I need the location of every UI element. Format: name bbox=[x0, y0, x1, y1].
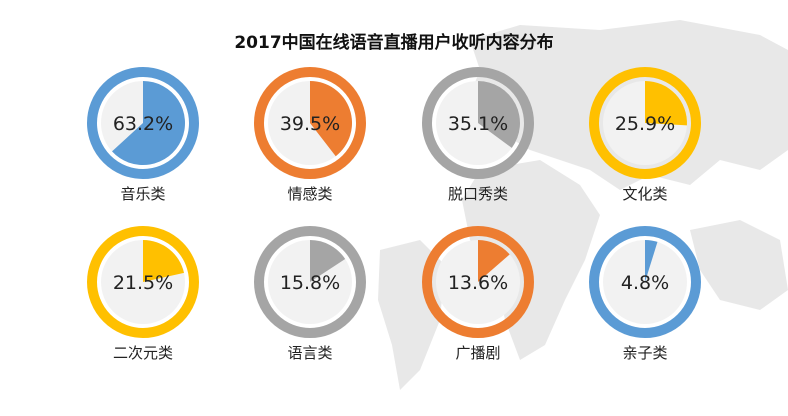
chart-title: 2017中国在线语音直播用户收听内容分布 bbox=[234, 33, 554, 53]
value-wedge bbox=[645, 81, 687, 126]
outer-ring bbox=[87, 226, 199, 338]
category-label: 文化类 bbox=[622, 185, 667, 203]
donut-item-8: 4.8% 亲子类 bbox=[589, 226, 701, 362]
value-label: 13.6% bbox=[448, 272, 508, 294]
value-label: 21.5% bbox=[113, 272, 173, 294]
donut-item-4: 25.9% 文化类 bbox=[589, 67, 701, 203]
donut-item-1: 63.2% 音乐类 bbox=[87, 67, 199, 203]
category-label: 脱口秀类 bbox=[448, 185, 508, 203]
donut-item-5: 21.5% 二次元类 bbox=[87, 226, 199, 362]
outer-ring bbox=[254, 67, 366, 179]
donut-item-7: 13.6% 广播剧 bbox=[422, 226, 534, 362]
value-label: 25.9% bbox=[615, 113, 675, 135]
value-wedge bbox=[112, 81, 185, 166]
category-label: 语言类 bbox=[287, 344, 332, 362]
value-wedge bbox=[310, 81, 353, 157]
category-label: 亲子类 bbox=[622, 344, 667, 362]
value-wedge bbox=[310, 240, 346, 282]
value-wedge bbox=[478, 81, 520, 148]
category-label: 情感类 bbox=[287, 185, 332, 203]
donut-item-3: 35.1% 脱口秀类 bbox=[422, 67, 534, 203]
value-label: 39.5% bbox=[280, 113, 340, 135]
value-label: 15.8% bbox=[280, 272, 340, 294]
category-label: 广播剧 bbox=[455, 344, 500, 362]
value-wedge bbox=[143, 240, 184, 282]
category-label: 二次元类 bbox=[113, 344, 173, 362]
value-label: 4.8% bbox=[621, 272, 669, 294]
outer-ring bbox=[87, 67, 199, 179]
value-label: 35.1% bbox=[448, 113, 508, 135]
donut-item-6: 15.8% 语言类 bbox=[254, 226, 366, 362]
outer-ring bbox=[422, 226, 534, 338]
value-wedge bbox=[478, 239, 510, 282]
outer-ring bbox=[589, 226, 701, 338]
outer-ring bbox=[589, 67, 701, 179]
value-wedge bbox=[645, 240, 658, 282]
donut-item-2: 39.5% 情感类 bbox=[254, 67, 366, 203]
outer-ring bbox=[422, 67, 534, 179]
value-label: 63.2% bbox=[113, 113, 173, 135]
category-label: 音乐类 bbox=[120, 185, 165, 203]
outer-ring bbox=[254, 226, 366, 338]
